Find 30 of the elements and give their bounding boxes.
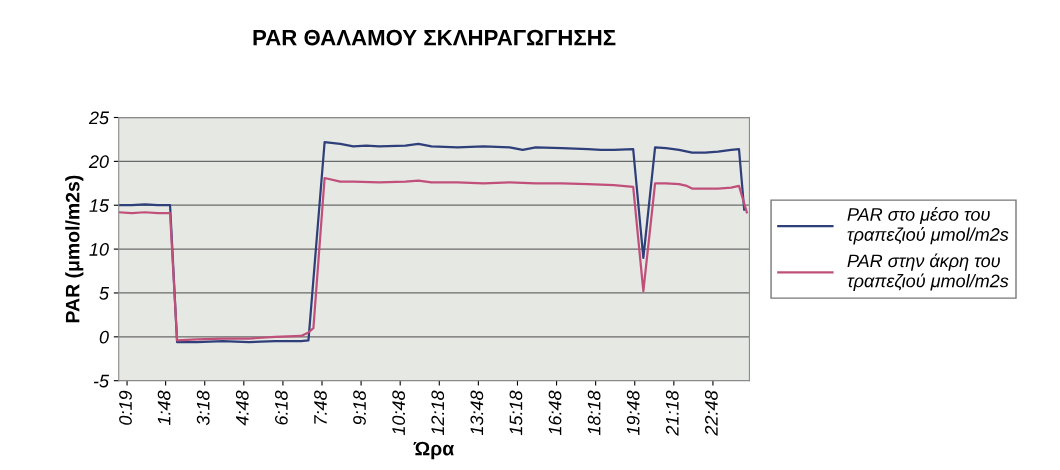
y-tick-label: 0: [99, 330, 109, 344]
y-axis-title: PAR (μmol/m2s): [65, 175, 84, 323]
x-tick-label: 15:18: [509, 390, 523, 436]
x-axis-title: Ώρα: [413, 441, 455, 460]
x-tick-label: 19:48: [626, 390, 640, 436]
y-tick-label: 15: [89, 199, 110, 212]
y-tick-label: 20: [88, 155, 109, 169]
x-tick-label: 10:48: [392, 390, 406, 436]
x-tick-label: 22:48: [704, 390, 718, 436]
x-tick-label: 12:18: [431, 390, 445, 436]
x-tick-label: 16:48: [548, 390, 562, 436]
y-tick-label: 10: [89, 243, 109, 256]
x-tick-label: 13:48: [470, 390, 484, 436]
y-tick-label: 25: [88, 111, 110, 125]
x-tick-label: 9:18: [353, 390, 366, 425]
legend-label: PAR στο μέσο του τραπεζιού μmol/m2s: [847, 207, 1009, 245]
x-tick-label: 4:48: [235, 390, 249, 426]
y-tick-label: -5: [93, 374, 110, 388]
x-tick-label: 3:18: [196, 390, 210, 426]
line-series: [118, 176, 748, 342]
x-tick-label: 6:18: [274, 390, 288, 425]
line-series: [118, 140, 746, 344]
x-tick-label: 21:18: [665, 390, 679, 436]
x-tick-label: 0:19: [119, 390, 132, 425]
chart-title: PAR ΘΑΛΑΜΟΥ ΣΚΛΗΡΑΓΩΓΗΣΗΣ: [253, 29, 616, 46]
x-tick-label: 7:48: [314, 390, 327, 424]
y-tick-label: 5: [99, 287, 110, 300]
x-tick-label: 18:18: [587, 390, 601, 436]
x-tick-label: 1:48: [157, 390, 171, 426]
legend-label: PAR στην άκρη του τραπεζιού μmol/m2s: [847, 253, 1009, 291]
